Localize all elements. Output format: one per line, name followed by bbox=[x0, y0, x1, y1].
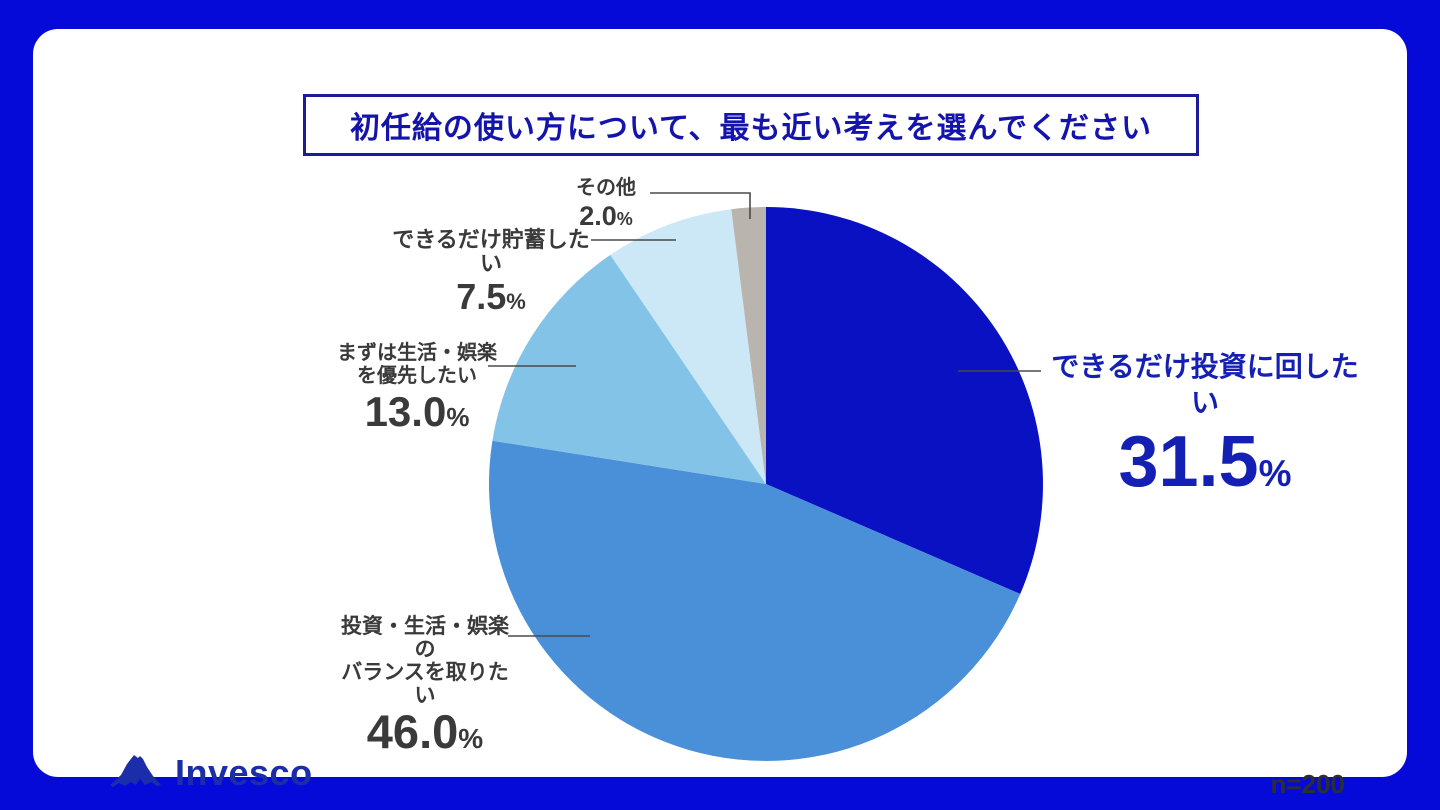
pie-slice-4 bbox=[731, 207, 766, 484]
pie-slice-3 bbox=[610, 209, 766, 484]
callout-save-unit: % bbox=[506, 289, 526, 314]
chart-title: 初任給の使い方について、最も近い考えを選んでください bbox=[349, 112, 1153, 145]
callout-save-number: 7.5 bbox=[456, 276, 507, 317]
leader-line-other bbox=[650, 192, 751, 219]
pie-slice-2 bbox=[492, 254, 766, 484]
invesco-logo: Invesco bbox=[107, 749, 313, 796]
callout-save-value: 7.5% bbox=[385, 276, 597, 323]
invesco-mountain-icon bbox=[107, 749, 165, 796]
pie-chart-svg bbox=[488, 192, 1043, 761]
callout-balance-number: 46.0 bbox=[366, 705, 459, 758]
callout-balance-unit: % bbox=[458, 723, 484, 754]
callout-balance: 投資・生活・娯楽の バランスを取りたい 46.0% bbox=[331, 615, 519, 764]
callout-save: できるだけ貯蓄したい 7.5% bbox=[385, 228, 597, 323]
sample-size-label: n=200 bbox=[1270, 769, 1345, 799]
callout-priority-label-line1: まずは生活・娯楽 bbox=[337, 342, 497, 364]
invesco-wordmark: Invesco bbox=[175, 751, 313, 793]
callout-other-unit: % bbox=[616, 209, 633, 229]
callout-invest-unit: % bbox=[1258, 453, 1292, 494]
callout-other: その他 2.0% bbox=[531, 176, 681, 235]
pie-slice-1 bbox=[489, 440, 1021, 761]
callout-other-value: 2.0% bbox=[531, 200, 681, 235]
callout-balance-value: 46.0% bbox=[331, 707, 519, 764]
callout-balance-label-line1: 投資・生活・娯楽の bbox=[341, 615, 509, 661]
callout-balance-label-line2: バランスを取りたい bbox=[341, 661, 509, 707]
callout-save-label: できるだけ貯蓄したい bbox=[392, 227, 590, 276]
callout-invest-label: できるだけ投資に回したい bbox=[1051, 351, 1359, 418]
callout-invest: できるだけ投資に回したい 31.5% bbox=[1049, 349, 1361, 515]
callout-invest-number: 31.5 bbox=[1118, 422, 1259, 502]
callout-invest-value: 31.5% bbox=[1049, 421, 1361, 515]
callout-priority-number: 13.0 bbox=[364, 388, 447, 435]
callout-priority-unit: % bbox=[446, 402, 470, 432]
callout-other-number: 2.0 bbox=[579, 201, 617, 231]
chart-title-box: 初任給の使い方について、最も近い考えを選んでください bbox=[303, 94, 1199, 156]
pie-slices-group bbox=[489, 207, 1043, 761]
pie-slice-0 bbox=[766, 207, 1043, 594]
callout-other-label: その他 bbox=[576, 177, 636, 199]
callout-priority-label-line2: を優先したい bbox=[357, 365, 477, 387]
content-card: 初任給の使い方について、最も近い考えを選んでください その他 2.0% できるだ… bbox=[33, 29, 1407, 799]
callout-priority-value: 13.0% bbox=[336, 388, 498, 441]
callout-priority: まずは生活・娯楽 を優先したい 13.0% bbox=[336, 342, 498, 441]
